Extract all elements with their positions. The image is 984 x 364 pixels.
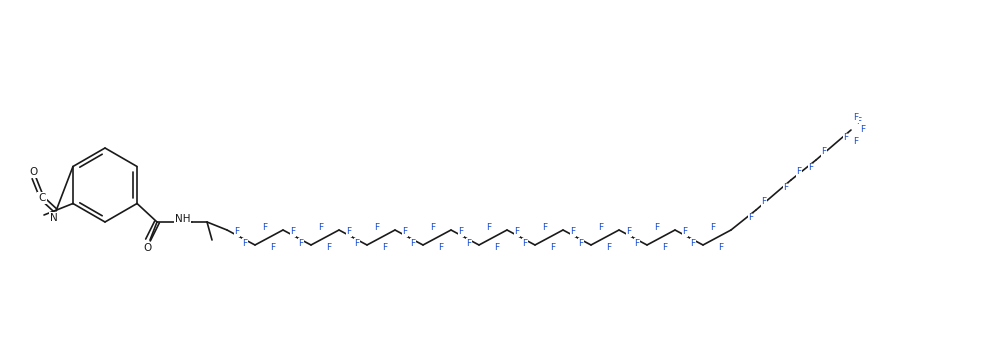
Text: F: F (523, 239, 527, 248)
Text: N: N (50, 213, 58, 223)
Text: F: F (354, 239, 359, 248)
Text: F: F (550, 243, 556, 252)
Text: F: F (691, 239, 696, 248)
Text: NH: NH (175, 214, 191, 224)
Text: F: F (627, 227, 632, 236)
Text: F: F (654, 223, 659, 232)
Text: F: F (402, 227, 407, 236)
Text: F: F (796, 167, 802, 177)
Text: F: F (242, 239, 248, 248)
Text: F: F (439, 243, 444, 252)
Text: F: F (486, 223, 492, 232)
Text: F: F (718, 243, 723, 252)
Text: F: F (319, 223, 324, 232)
Text: F: F (290, 227, 295, 236)
Text: F: F (856, 118, 862, 127)
Text: F: F (598, 223, 603, 232)
Text: F: F (410, 239, 415, 248)
Text: F: F (430, 223, 436, 232)
Text: F: F (494, 243, 500, 252)
Text: F: F (809, 163, 814, 173)
Text: F: F (375, 223, 380, 232)
Text: F: F (466, 239, 471, 248)
Text: O: O (30, 167, 38, 177)
Text: F: F (459, 227, 463, 236)
Text: F: F (635, 239, 640, 248)
Text: F: F (234, 227, 239, 236)
Text: F: F (383, 243, 388, 252)
Text: F: F (579, 239, 584, 248)
Text: F: F (263, 223, 268, 232)
Text: F: F (683, 227, 688, 236)
Text: O: O (144, 243, 153, 253)
Text: F: F (710, 223, 715, 232)
Text: C: C (38, 193, 45, 203)
Text: F: F (542, 223, 547, 232)
Text: F: F (762, 198, 767, 206)
Text: F: F (860, 126, 866, 135)
Text: F: F (783, 183, 788, 193)
Text: F: F (749, 214, 754, 222)
Text: F: F (606, 243, 612, 252)
Text: F: F (327, 243, 332, 252)
Text: F: F (843, 134, 848, 142)
Text: F: F (271, 243, 276, 252)
Text: F: F (571, 227, 576, 236)
Text: F: F (853, 114, 859, 123)
Text: F: F (822, 147, 827, 157)
Text: F: F (853, 138, 859, 146)
Text: F: F (515, 227, 520, 236)
Text: F: F (298, 239, 303, 248)
Text: F: F (662, 243, 667, 252)
Text: F: F (346, 227, 351, 236)
